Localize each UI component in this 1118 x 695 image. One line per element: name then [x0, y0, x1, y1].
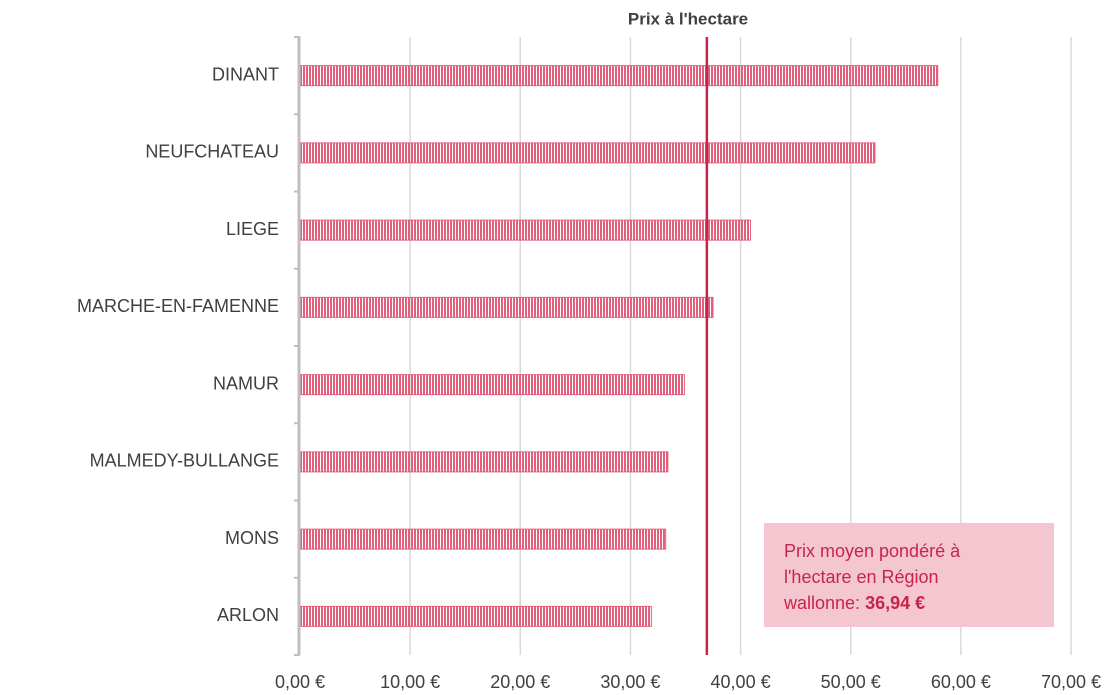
annotation-text: Prix moyen pondéré à	[784, 541, 961, 561]
bar	[299, 142, 876, 164]
y-tick-label: MARCHE-EN-FAMENNE	[77, 296, 279, 316]
y-tick-label: NEUFCHATEAU	[145, 142, 279, 162]
bar	[299, 296, 714, 318]
annotation-box	[764, 523, 1054, 627]
x-tick-label: 70,00 €	[1041, 672, 1101, 692]
y-tick-label: DINANT	[212, 64, 279, 84]
bar	[299, 374, 685, 396]
y-tick-label: LIEGE	[226, 219, 279, 239]
bar	[299, 65, 939, 87]
chart-title: Prix à l'hectare	[628, 9, 748, 28]
x-tick-label: 20,00 €	[490, 672, 550, 692]
bar	[299, 605, 652, 627]
x-tick-label: 50,00 €	[821, 672, 881, 692]
x-tick-label: 40,00 €	[711, 672, 771, 692]
bar	[299, 219, 751, 241]
y-tick-label: NAMUR	[213, 373, 279, 393]
y-tick-label: MALMEDY-BULLANGE	[90, 451, 279, 471]
annotation-text: l'hectare en Région	[784, 567, 939, 587]
bar	[299, 451, 669, 473]
bar	[299, 528, 667, 550]
annotation-value: 36,94 €	[865, 593, 925, 613]
x-tick-label: 30,00 €	[600, 672, 660, 692]
x-tick-label: 60,00 €	[931, 672, 991, 692]
x-tick-label: 10,00 €	[380, 672, 440, 692]
y-tick-label: ARLON	[217, 605, 279, 625]
x-tick-label: 0,00 €	[275, 672, 325, 692]
annotation-text: wallonne:	[783, 593, 860, 613]
y-tick-label: MONS	[225, 528, 279, 548]
